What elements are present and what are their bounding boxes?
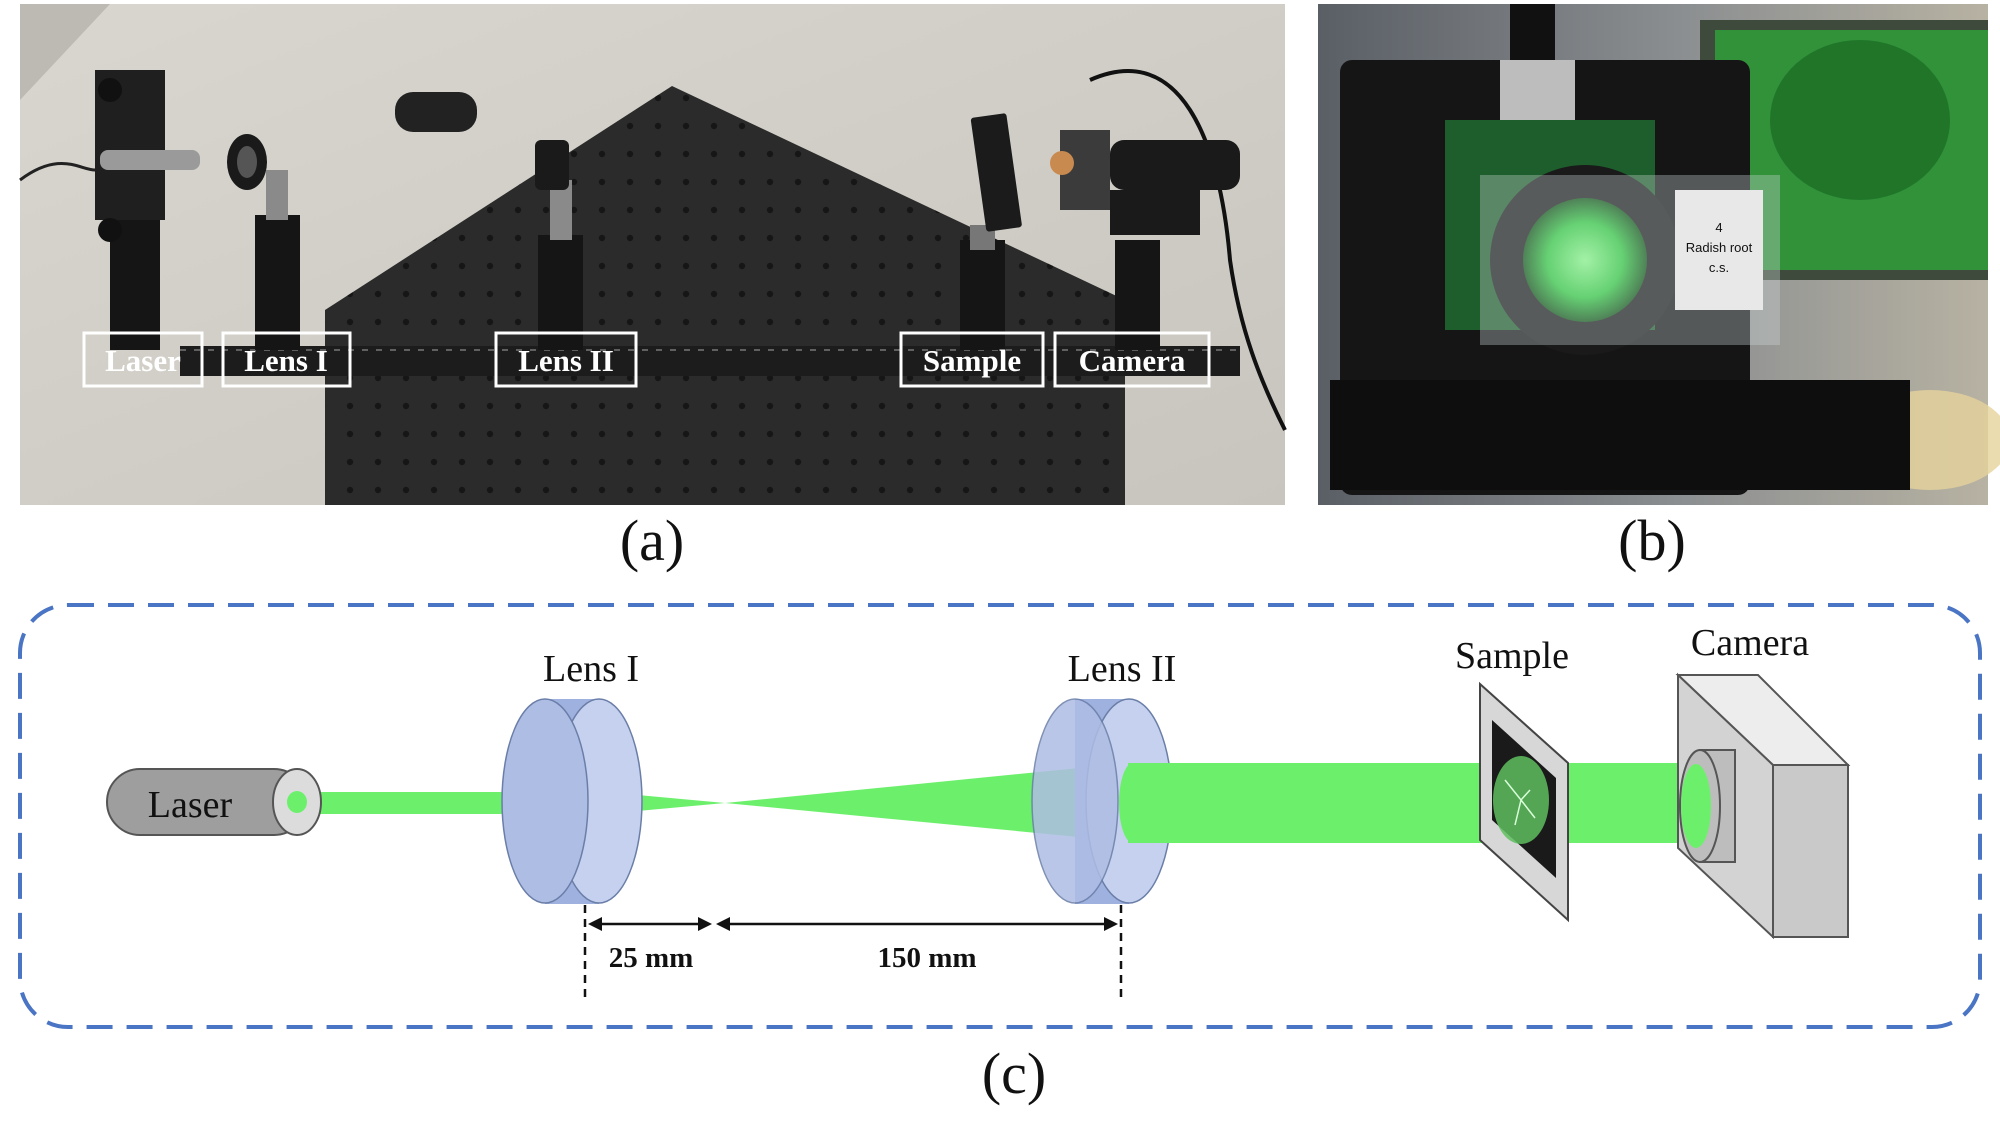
schematic-border bbox=[18, 603, 1982, 1029]
photo-label-lens2-text: Lens II bbox=[518, 343, 614, 378]
panel-a-labels: Laser Lens I Lens II Sample Camera bbox=[82, 331, 1211, 388]
dim-25mm-label: 25 mm bbox=[609, 942, 694, 974]
photo-label-lens1-text: Lens I bbox=[244, 343, 328, 378]
camera-body: Camera bbox=[1675, 622, 1851, 940]
camera-label: Camera bbox=[1691, 622, 1809, 664]
dim-150mm-label: 150 mm bbox=[877, 942, 976, 974]
photo-label-lens2: Lens II bbox=[494, 331, 638, 388]
photo-label-laser: Laser bbox=[82, 331, 204, 388]
beam-collimated-wide bbox=[1128, 763, 1718, 843]
dimension-markers: 25 mm 150 mm bbox=[583, 905, 1123, 1003]
slide-label-line-1: 4 bbox=[1715, 220, 1722, 235]
photo-label-camera: Camera bbox=[1053, 331, 1211, 388]
beam-focus-expand bbox=[605, 765, 1110, 840]
photo-lens1-mount bbox=[227, 134, 300, 350]
caption-b: (b) bbox=[1618, 508, 1686, 573]
photo-laser-mount bbox=[95, 70, 200, 350]
panel-b-photo: 4 Radish root c.s. bbox=[1318, 4, 2000, 505]
lens-1: Lens I bbox=[501, 648, 643, 904]
photo-label-sample: Sample bbox=[899, 331, 1045, 388]
photo-label-laser-text: Laser bbox=[105, 343, 181, 378]
lens-2-label: Lens II bbox=[1068, 648, 1177, 690]
lens-2: Lens II bbox=[1031, 648, 1177, 904]
slide-label: 4 Radish root c.s. bbox=[1686, 220, 1753, 275]
laser-source: Laser bbox=[106, 768, 322, 836]
laser-label: Laser bbox=[148, 784, 233, 826]
lens-1-label: Lens I bbox=[543, 648, 639, 690]
sample-label: Sample bbox=[1455, 635, 1569, 677]
caption-c: (c) bbox=[982, 1041, 1046, 1106]
photo-label-lens1: Lens I bbox=[221, 331, 352, 388]
caption-a: (a) bbox=[620, 508, 684, 573]
panel-a-photo bbox=[19, 4, 1287, 505]
slide-label-line-3: c.s. bbox=[1709, 260, 1729, 275]
photo-lens2-mount bbox=[535, 140, 583, 350]
slide-label-line-2: Radish root bbox=[1686, 240, 1753, 255]
photo-label-sample-text: Sample bbox=[923, 343, 1021, 378]
sample-slide: Sample bbox=[1455, 635, 1569, 923]
photo-label-camera-text: Camera bbox=[1079, 343, 1186, 378]
optical-rail bbox=[180, 346, 1240, 376]
